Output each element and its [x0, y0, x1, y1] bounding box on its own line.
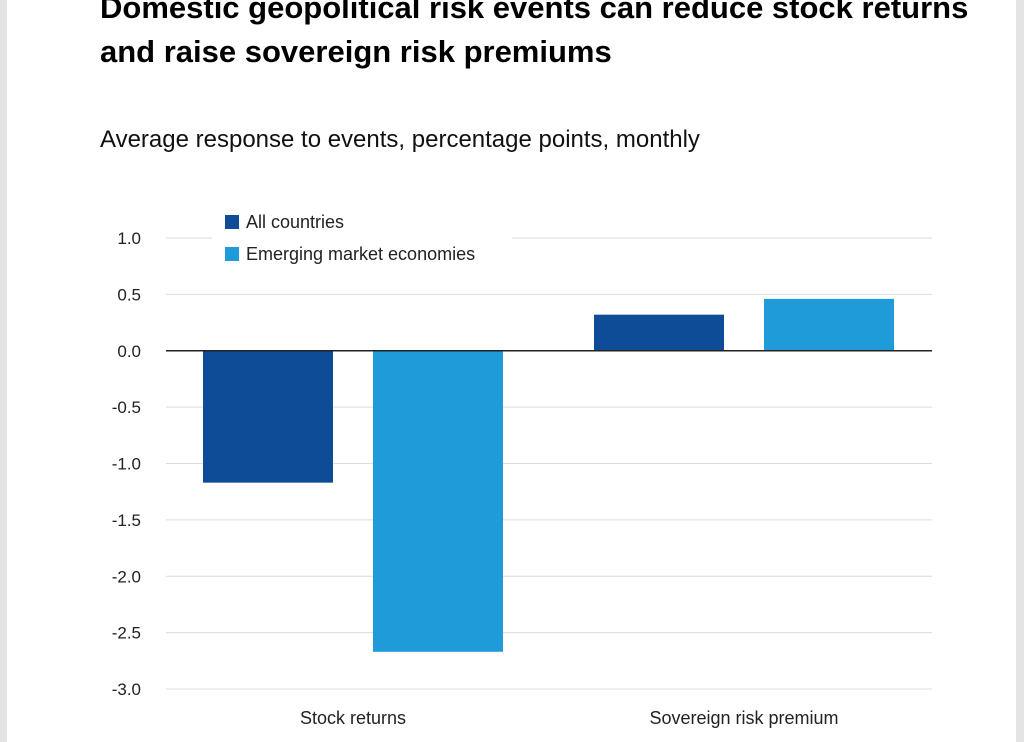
x-category-label: Sovereign risk premium [649, 708, 838, 728]
legend-background [212, 205, 512, 273]
bar-emerging-markets-1 [764, 298, 894, 351]
y-tick-label: 0.5 [117, 285, 141, 304]
bar-emerging-markets-0 [373, 350, 503, 652]
y-tick-label: -1.0 [112, 455, 141, 474]
legend-label: All countries [246, 212, 344, 232]
bar-all-countries-1 [594, 314, 724, 351]
left-window-edge [0, 0, 7, 742]
legend-label: Emerging market economies [246, 244, 475, 264]
chart-subtitle: Average response to events, percentage p… [100, 126, 700, 153]
y-tick-label: 0.0 [117, 342, 141, 361]
bar-all-countries-0 [203, 350, 333, 483]
legend-swatch [225, 215, 239, 229]
y-tick-label: -0.5 [112, 398, 141, 417]
chart-title: Domestic geopolitical risk events can re… [100, 0, 969, 69]
y-tick-label: 1.0 [117, 229, 141, 248]
x-category-label: Stock returns [300, 708, 406, 728]
y-tick-label: -1.5 [112, 511, 141, 530]
y-tick-label: -3.0 [112, 680, 141, 699]
y-tick-label: -2.5 [112, 624, 141, 643]
right-window-edge [1016, 0, 1024, 742]
y-tick-label: -2.0 [112, 567, 141, 586]
legend-swatch [225, 247, 239, 261]
